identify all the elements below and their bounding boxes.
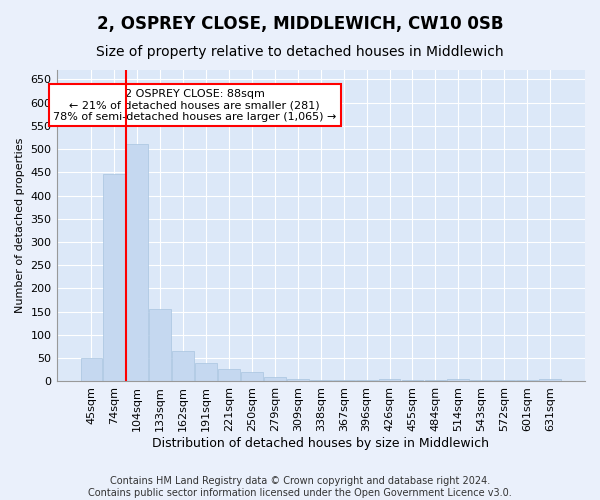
Y-axis label: Number of detached properties: Number of detached properties <box>15 138 25 314</box>
Bar <box>470 380 492 382</box>
Text: Size of property relative to detached houses in Middlewich: Size of property relative to detached ho… <box>96 45 504 59</box>
Bar <box>80 358 103 382</box>
Bar <box>401 380 424 382</box>
Text: 2, OSPREY CLOSE, MIDDLEWICH, CW10 0SB: 2, OSPREY CLOSE, MIDDLEWICH, CW10 0SB <box>97 15 503 33</box>
Bar <box>539 379 561 382</box>
Bar <box>493 380 515 382</box>
Bar <box>149 310 171 382</box>
X-axis label: Distribution of detached houses by size in Middlewich: Distribution of detached houses by size … <box>152 437 489 450</box>
Bar <box>356 380 377 382</box>
Text: 2 OSPREY CLOSE: 88sqm
← 21% of detached houses are smaller (281)
78% of semi-det: 2 OSPREY CLOSE: 88sqm ← 21% of detached … <box>53 88 337 122</box>
Bar <box>241 372 263 382</box>
Bar <box>218 369 240 382</box>
Bar <box>310 380 332 382</box>
Bar <box>425 380 446 382</box>
Bar <box>333 380 355 382</box>
Bar <box>264 377 286 382</box>
Bar <box>516 380 538 382</box>
Bar <box>195 363 217 382</box>
Bar <box>379 379 400 382</box>
Bar <box>448 379 469 382</box>
Bar <box>127 144 148 382</box>
Bar <box>103 174 125 382</box>
Text: Contains HM Land Registry data © Crown copyright and database right 2024.
Contai: Contains HM Land Registry data © Crown c… <box>88 476 512 498</box>
Bar <box>287 379 309 382</box>
Bar <box>172 351 194 382</box>
